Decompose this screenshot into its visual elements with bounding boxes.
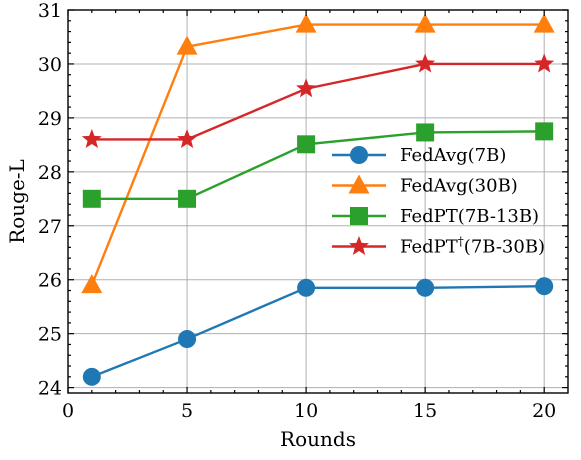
data-point: [535, 122, 554, 141]
series-1: [82, 277, 554, 386]
legend-label: FedPT†(7B-30B): [400, 235, 545, 258]
y-axis-label: Rouge-L: [5, 159, 29, 244]
series-line: [91, 284, 545, 378]
legend-superscript: †: [458, 235, 464, 249]
data-point: [82, 189, 101, 208]
data-point: [81, 274, 103, 294]
data-point: [178, 330, 197, 349]
data-point: [177, 128, 198, 148]
legend-marker: [349, 236, 369, 255]
plot-frame: [67, 9, 569, 394]
data-point: [416, 278, 435, 297]
data-point: [535, 277, 554, 296]
ticks: [67, 9, 568, 393]
data-point: [176, 35, 198, 55]
x-tick-label: 0: [62, 400, 74, 422]
data-point: [297, 278, 316, 297]
data-point: [414, 13, 436, 33]
data-point: [82, 367, 101, 386]
legend-entry: FedPT(7B-13B): [332, 206, 539, 227]
legend-entry: FedPT†(7B-30B): [332, 235, 545, 258]
legend-label-suffix: (7B-30B): [464, 237, 545, 258]
x-tick-label: 5: [181, 400, 193, 422]
y-tick-label: 31: [38, 0, 62, 22]
legend-entry: FedAvg(30B): [332, 174, 518, 197]
series-2: [81, 13, 555, 294]
y-tick-label: 27: [38, 216, 62, 238]
legend-marker: [350, 207, 368, 225]
y-tick-label: 30: [38, 54, 62, 76]
legend-marker: [348, 174, 370, 194]
data-point: [295, 13, 317, 33]
y-tick-label: 29: [38, 108, 62, 130]
tick-labels: 0 5 10 15 20 24 25 26 27 28 29 30 31: [38, 0, 556, 422]
data-point: [81, 128, 102, 148]
grid: [68, 10, 568, 393]
series-4: [81, 53, 555, 148]
y-tick-label: 26: [38, 270, 62, 292]
x-tick-label: 10: [294, 400, 318, 422]
series-3: [82, 122, 554, 208]
data-point: [533, 13, 555, 33]
x-tick-label: 15: [413, 400, 437, 422]
x-axis-label: Rounds: [280, 427, 356, 451]
y-tick-label: 24: [38, 378, 62, 400]
legend-label: FedAvg(7B): [400, 145, 506, 166]
legend-label: FedAvg(30B): [400, 176, 518, 197]
y-tick-label: 28: [38, 162, 62, 184]
y-tick-label: 25: [38, 324, 62, 346]
series-layer: [81, 13, 555, 386]
legend-label: FedPT(7B-13B): [400, 206, 539, 227]
legend: FedAvg(7B) FedAvg(30B) FedPT(7B-13B) FedPT†…: [332, 145, 545, 258]
data-point: [297, 135, 316, 154]
data-point: [415, 53, 436, 73]
legend-entry: FedAvg(7B): [332, 145, 506, 166]
data-point: [296, 78, 317, 98]
x-tick-label: 20: [532, 400, 556, 422]
data-point: [178, 189, 197, 208]
legend-marker: [350, 146, 368, 164]
data-point: [416, 123, 435, 142]
series-line: [91, 62, 545, 141]
data-point: [534, 53, 555, 73]
